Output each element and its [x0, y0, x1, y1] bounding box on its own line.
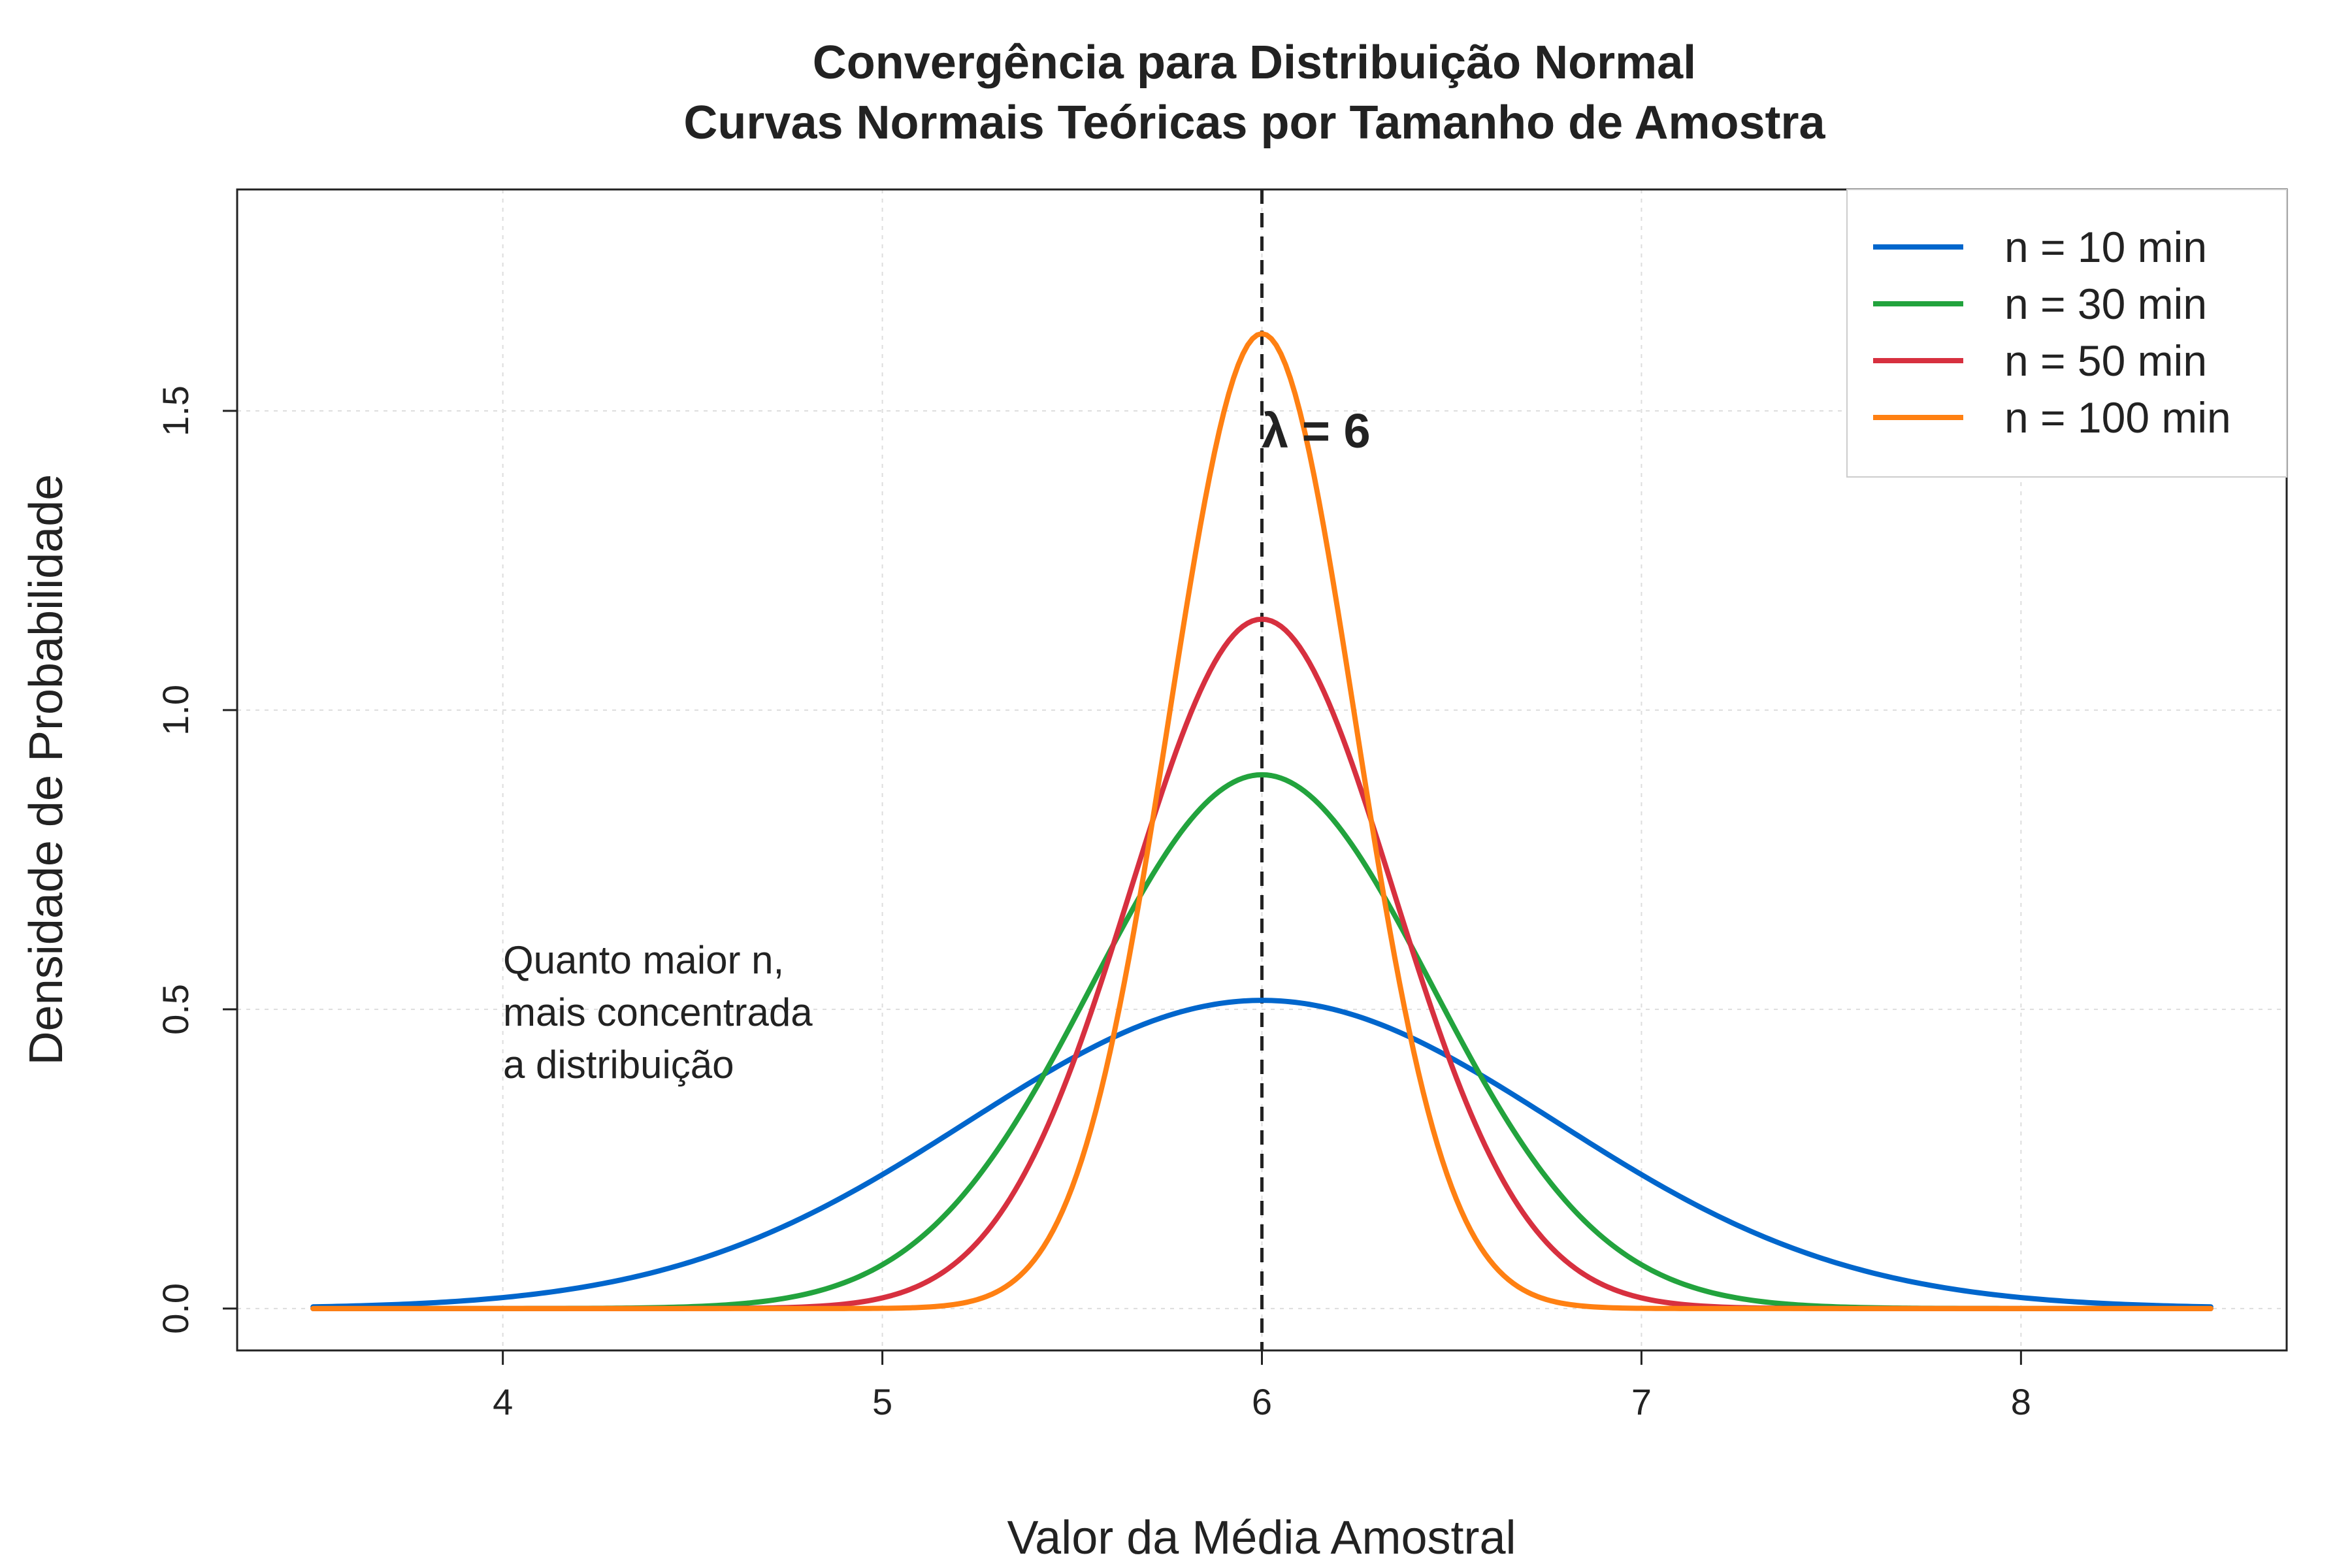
note-line: mais concentrada	[503, 990, 813, 1034]
curve-layer	[310, 331, 2213, 1311]
series-line	[310, 331, 2213, 1311]
y-tick-label: 0.0	[155, 1283, 196, 1334]
legend-box	[1846, 189, 2287, 478]
legend-entry: n = 50 min	[2004, 336, 2207, 385]
y-axis-ticks: 0.0 0.5 1.0 1.5	[155, 385, 237, 1334]
x-tick-label: 8	[2011, 1381, 2031, 1422]
y-tick-label: 0.5	[155, 984, 196, 1035]
x-tick-label: 5	[872, 1381, 892, 1422]
note-line: Quanto maior n,	[503, 938, 784, 982]
x-axis-ticks: 4 5 6 7 8	[493, 1350, 2031, 1422]
chart-title: Convergência para Distribuição Normal	[813, 37, 1696, 89]
concentration-note: Quanto maior n, mais concentrada a distr…	[503, 938, 813, 1086]
lambda-annotation: λ = 6	[1262, 404, 1371, 458]
legend-entry: n = 30 min	[2004, 280, 2207, 328]
chart-subtitle: Curvas Normais Teóricas por Tamanho de A…	[683, 97, 1825, 149]
legend-entry: n = 10 min	[2004, 223, 2207, 271]
x-tick-label: 6	[1252, 1381, 1272, 1422]
legend-items: n = 10 min n = 30 min n = 50 min n = 100 mi…	[1873, 223, 2231, 442]
x-tick-label: 4	[493, 1381, 513, 1422]
legend: n = 10 min n = 30 min n = 50 min n = 100 mi…	[1846, 189, 2287, 478]
y-tick-label: 1.0	[155, 685, 196, 736]
x-tick-label: 7	[1631, 1381, 1652, 1422]
x-axis-label: Valor da Média Amostral	[1007, 1512, 1516, 1564]
legend-entry: n = 100 min	[2004, 393, 2231, 442]
note-line: a distribuição	[503, 1043, 734, 1086]
y-tick-label: 1.5	[155, 385, 196, 436]
series-line	[310, 998, 2213, 1310]
y-axis-label: Densidade de Probabilidade	[20, 474, 73, 1066]
